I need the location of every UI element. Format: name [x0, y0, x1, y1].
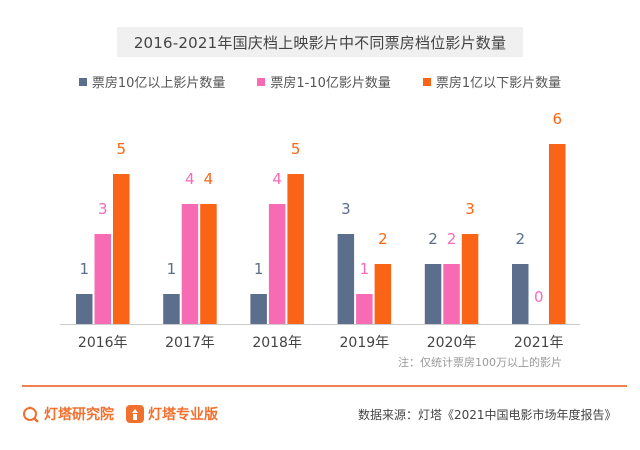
brand-research-label: 灯塔研究院	[44, 407, 114, 423]
legend: 票房10亿以上影片数量 票房1-10亿影片数量 票房1亿以下影片数量	[0, 72, 640, 91]
data-label: 6	[552, 110, 562, 128]
footer-divider	[22, 385, 627, 387]
bar	[163, 294, 180, 324]
data-label: 1	[79, 260, 89, 278]
chart-title-text: 2016-2021年国庆档上映影片中不同票房档位影片数量	[133, 33, 507, 52]
legend-swatch	[257, 77, 266, 86]
bar	[443, 264, 460, 324]
bar	[337, 234, 355, 324]
data-label: 4	[204, 170, 214, 188]
x-tick-label: 2021年	[514, 335, 564, 351]
bar	[268, 204, 286, 324]
bar	[549, 144, 566, 324]
x-tick-label: 2016年	[78, 335, 128, 351]
data-label: 2	[515, 230, 525, 248]
bar	[356, 294, 373, 324]
data-label: 3	[465, 200, 475, 218]
x-tick-label: 2018年	[252, 335, 302, 351]
data-label: 5	[291, 140, 301, 158]
data-label: 2	[447, 230, 457, 248]
legend-label: 票房1-10亿影片数量	[270, 76, 391, 91]
brand-pro: 灯塔专业版	[126, 404, 218, 424]
data-label: 1	[167, 260, 177, 278]
x-tick-label: 2019年	[340, 335, 390, 351]
data-label: 2	[428, 230, 438, 248]
x-tick-label: 2020年	[427, 335, 477, 351]
bar	[512, 264, 529, 324]
data-source: 数据来源：灯塔《2021中国电影市场年度报告》	[358, 408, 617, 422]
bar	[181, 204, 199, 324]
data-label: 2	[378, 230, 388, 248]
data-label: 4	[185, 170, 195, 188]
data-label: 3	[341, 200, 351, 218]
legend-swatch	[78, 77, 87, 86]
bar	[287, 174, 304, 324]
bar	[94, 234, 111, 324]
x-tick-label: 2017年	[165, 335, 215, 351]
brand-research: 灯塔研究院	[22, 404, 114, 424]
legend-label: 票房1亿以下影片数量	[435, 76, 562, 91]
brand-pro-label: 灯塔专业版	[148, 407, 218, 423]
lighthouse-search-icon	[23, 406, 39, 423]
chart-note: 注：仅统计票房100万以上的影片	[398, 356, 562, 369]
legend-swatch	[422, 77, 431, 86]
chart-title: 2016-2021年国庆档上映影片中不同票房档位影片数量	[117, 27, 523, 57]
data-label: 3	[98, 200, 108, 218]
data-label: 4	[272, 170, 282, 188]
bar	[200, 204, 217, 324]
bar	[461, 234, 479, 324]
bar	[113, 174, 130, 324]
data-label: 0	[534, 288, 544, 306]
bar	[76, 294, 93, 324]
legend-label: 票房10亿以上影片数量	[91, 76, 226, 91]
bar	[374, 264, 392, 324]
data-label: 1	[254, 260, 264, 278]
data-label: 5	[116, 140, 126, 158]
data-label: 1	[360, 260, 370, 278]
bar	[250, 294, 267, 324]
lighthouse-app-icon	[126, 405, 144, 423]
bar	[424, 264, 442, 324]
legend-item-above-1b: 票房10亿以上影片数量	[78, 72, 226, 91]
legend-item-100m-1b: 票房1-10亿影片数量	[257, 72, 391, 91]
legend-item-below-100m: 票房1亿以下影片数量	[422, 72, 562, 91]
